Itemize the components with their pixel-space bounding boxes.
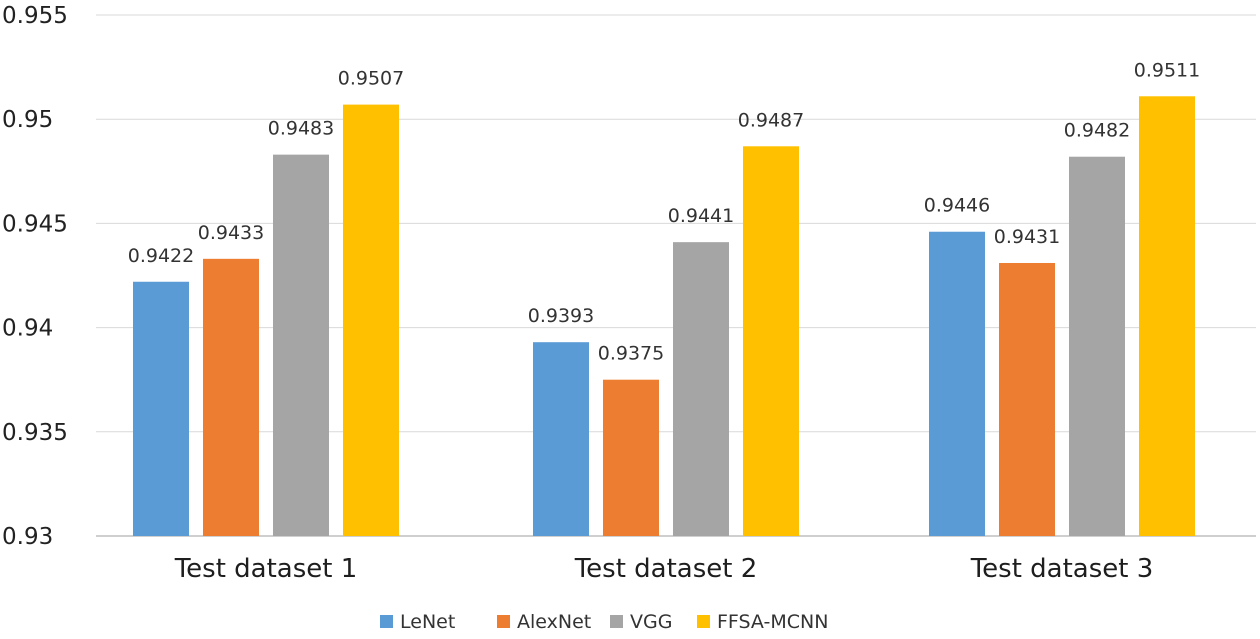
data-label: 0.9507 — [338, 68, 404, 90]
data-label: 0.9511 — [1134, 59, 1200, 81]
legend-label: VGG — [630, 611, 672, 633]
y-tick-label: 0.945 — [2, 211, 68, 237]
data-label: 0.9487 — [738, 109, 804, 131]
legend-label: AlexNet — [517, 611, 591, 633]
data-label: 0.9482 — [1064, 120, 1130, 142]
bar — [929, 231, 985, 536]
bar — [343, 104, 399, 536]
bar — [673, 242, 729, 536]
bar — [133, 281, 189, 536]
legend-item[interactable]: VGG — [610, 611, 672, 633]
bar — [533, 342, 589, 536]
y-tick-label: 0.935 — [2, 420, 68, 446]
x-tick-label: Test dataset 3 — [970, 554, 1154, 584]
y-axis: 0.93 0.935 0.94 0.945 0.95 0.955 — [2, 3, 68, 550]
data-label: 0.9375 — [598, 343, 664, 365]
legend-swatch — [610, 615, 623, 628]
bar — [1139, 96, 1195, 536]
bar — [273, 154, 329, 537]
bar — [999, 262, 1055, 536]
legend[interactable]: LeNet AlexNet VGG FFSA-MCNN — [380, 611, 828, 633]
y-tick-label: 0.94 — [2, 316, 53, 342]
legend-item[interactable]: LeNet — [380, 611, 455, 633]
x-tick-label: Test dataset 2 — [574, 554, 758, 584]
bar — [603, 379, 659, 536]
data-label: 0.9433 — [198, 222, 264, 244]
x-tick-label: Test dataset 1 — [174, 554, 358, 584]
data-label: 0.9393 — [528, 305, 594, 327]
bar — [1069, 156, 1125, 536]
data-label: 0.9431 — [994, 226, 1060, 248]
legend-item[interactable]: FFSA-MCNN — [697, 611, 828, 633]
x-axis: Test dataset 1 Test dataset 2 Test dataset… — [174, 554, 1154, 584]
legend-label: LeNet — [400, 611, 455, 633]
data-label: 0.9441 — [668, 205, 734, 227]
data-label: 0.9422 — [128, 245, 194, 267]
bar — [203, 258, 259, 536]
legend-swatch — [697, 615, 710, 628]
y-tick-label: 0.955 — [2, 3, 68, 29]
legend-label: FFSA-MCNN — [717, 611, 828, 633]
data-label: 0.9483 — [268, 118, 334, 140]
bars — [133, 96, 1195, 537]
legend-swatch — [497, 615, 510, 628]
bar — [743, 146, 799, 537]
y-tick-label: 0.93 — [2, 524, 53, 550]
legend-item[interactable]: AlexNet — [497, 611, 591, 633]
legend-swatch — [380, 615, 393, 628]
y-tick-label: 0.95 — [2, 107, 53, 133]
data-label: 0.9446 — [924, 195, 990, 217]
